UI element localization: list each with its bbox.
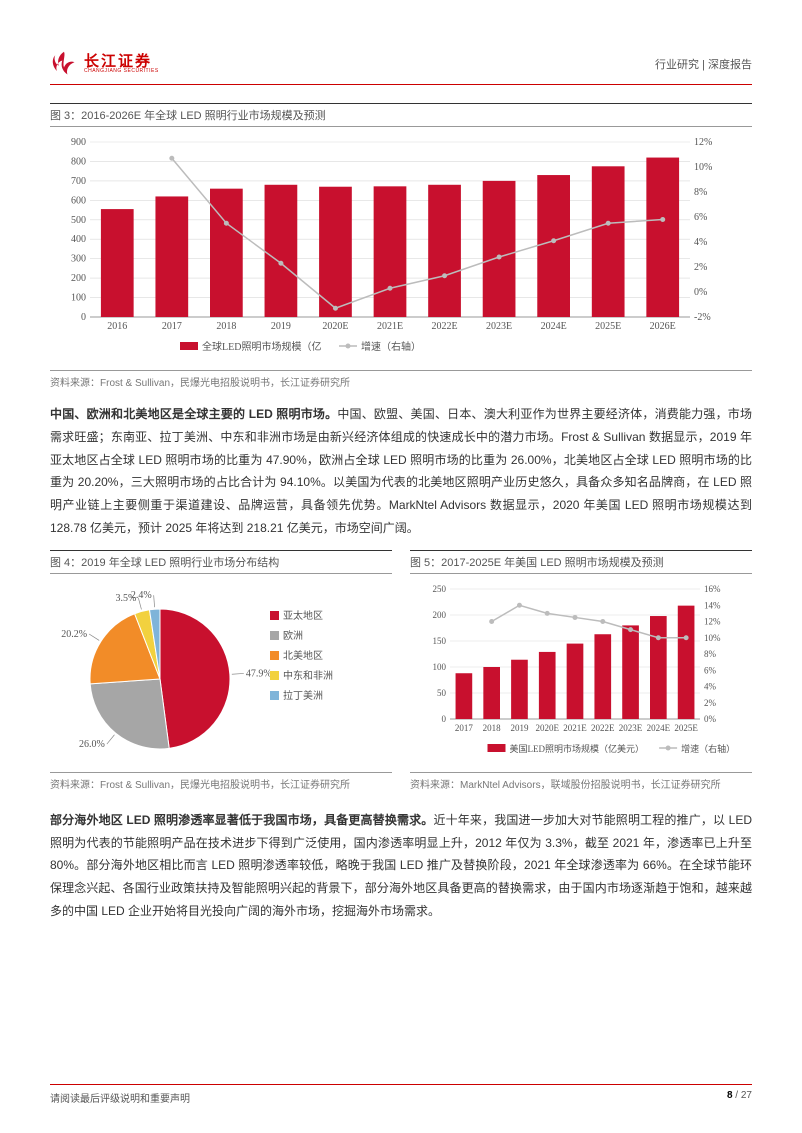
- paragraph-1: 中国、欧洲和北美地区是全球主要的 LED 照明市场。中国、欧盟、美国、日本、澳大…: [50, 403, 752, 540]
- svg-text:2020E: 2020E: [535, 723, 559, 733]
- page-number: 8 / 27: [727, 1090, 752, 1105]
- svg-text:中东和非洲: 中东和非洲: [283, 669, 333, 682]
- svg-text:26.0%: 26.0%: [79, 739, 105, 750]
- svg-text:2025E: 2025E: [674, 723, 698, 733]
- fig4-caption: 图 4：2019 年全球 LED 照明行业市场分布结构: [50, 550, 392, 574]
- svg-text:500: 500: [71, 215, 86, 226]
- svg-text:400: 400: [71, 234, 86, 245]
- svg-text:2023E: 2023E: [619, 723, 643, 733]
- svg-text:2%: 2%: [704, 698, 717, 708]
- svg-text:6%: 6%: [694, 212, 707, 223]
- svg-text:100: 100: [433, 662, 447, 672]
- svg-text:16%: 16%: [704, 584, 721, 594]
- para2-bold: 部分海外地区 LED 照明渗透率显著低于我国市场，具备更高替换需求。: [50, 813, 433, 827]
- svg-text:2018: 2018: [216, 321, 236, 332]
- svg-text:900: 900: [71, 137, 86, 148]
- svg-text:150: 150: [433, 636, 447, 646]
- svg-text:6%: 6%: [704, 665, 717, 675]
- svg-text:250: 250: [433, 584, 447, 594]
- footer-disclaimer: 请阅读最后评级说明和重要声明: [50, 1090, 190, 1105]
- svg-text:2%: 2%: [694, 262, 707, 273]
- svg-text:欧洲: 欧洲: [283, 630, 303, 642]
- svg-text:2022E: 2022E: [591, 723, 615, 733]
- svg-text:10%: 10%: [694, 162, 712, 173]
- svg-text:12%: 12%: [704, 616, 721, 626]
- svg-text:14%: 14%: [704, 600, 721, 610]
- svg-text:2018: 2018: [483, 723, 502, 733]
- svg-text:4%: 4%: [694, 237, 707, 248]
- svg-text:2022E: 2022E: [431, 321, 457, 332]
- svg-text:0%: 0%: [704, 714, 717, 724]
- svg-text:0: 0: [442, 714, 447, 724]
- svg-text:2020E: 2020E: [322, 321, 348, 332]
- page-footer: 请阅读最后评级说明和重要声明 8 / 27: [50, 1084, 752, 1105]
- svg-text:全球LED照明市场规模（亿: 全球LED照明市场规模（亿: [202, 340, 321, 353]
- svg-text:2016: 2016: [107, 321, 127, 332]
- svg-text:200: 200: [433, 610, 447, 620]
- svg-text:亚太地区: 亚太地区: [283, 609, 323, 622]
- svg-text:增速（右轴）: 增速（右轴）: [361, 340, 421, 353]
- fig4-chart: 47.9%26.0%20.2%3.5%2.4%亚太地区欧洲北美地区中东和非洲拉丁…: [50, 579, 392, 767]
- svg-text:2.4%: 2.4%: [131, 590, 152, 601]
- fig3-caption: 图 3：2016-2026E 年全球 LED 照明行业市场规模及预测: [50, 103, 752, 127]
- fig4-source: 资料来源：Frost & Sullivan，民爆光电招股说明书，长江证券研究所: [50, 772, 392, 791]
- svg-text:300: 300: [71, 254, 86, 265]
- svg-text:600: 600: [71, 195, 86, 206]
- svg-text:0%: 0%: [694, 287, 707, 298]
- svg-text:10%: 10%: [704, 633, 721, 643]
- logo-text-cn: 长江证券: [84, 54, 159, 69]
- fig5-caption: 图 5：2017-2025E 年美国 LED 照明市场规模及预测: [410, 550, 752, 574]
- svg-text:700: 700: [71, 176, 86, 187]
- svg-text:2025E: 2025E: [595, 321, 621, 332]
- page-header: 长江证券 CHANGJIANG SECURITIES 行业研究 | 深度报告: [50, 50, 752, 85]
- svg-text:20.2%: 20.2%: [61, 629, 87, 640]
- paragraph-2: 部分海外地区 LED 照明渗透率显著低于我国市场，具备更高替换需求。近十年来，我…: [50, 809, 752, 923]
- svg-text:800: 800: [71, 156, 86, 167]
- fig3-source: 资料来源：Frost & Sullivan，民爆光电招股说明书，长江证券研究所: [50, 370, 752, 389]
- svg-text:2017: 2017: [455, 723, 474, 733]
- svg-text:0: 0: [81, 312, 86, 323]
- svg-text:2024E: 2024E: [541, 321, 567, 332]
- svg-text:4%: 4%: [704, 681, 717, 691]
- fig3-chart: 0 100 200 300 400 500 600 700 800 900 -2% 0% 2% 4% 6% 8…: [50, 132, 752, 365]
- svg-text:2021E: 2021E: [563, 723, 587, 733]
- svg-text:-2%: -2%: [694, 312, 711, 323]
- para1-bold: 中国、欧洲和北美地区是全球主要的 LED 照明市场。: [50, 407, 337, 421]
- svg-text:拉丁美洲: 拉丁美洲: [283, 689, 323, 702]
- fig5-chart: 0 50 100 150 200 250 0% 2% 4% 6% 8% 10% 12% 14% 16% 201…: [410, 579, 752, 767]
- logo-text-en: CHANGJIANG SECURITIES: [84, 69, 159, 74]
- svg-text:2021E: 2021E: [377, 321, 403, 332]
- svg-text:北美地区: 北美地区: [283, 649, 323, 662]
- svg-text:50: 50: [437, 688, 447, 698]
- phoenix-icon: [50, 50, 78, 78]
- svg-text:47.9%: 47.9%: [246, 668, 272, 679]
- svg-text:2024E: 2024E: [647, 723, 671, 733]
- svg-text:2019: 2019: [271, 321, 291, 332]
- para1-text: 中国、欧盟、美国、日本、澳大利亚作为世界主要经济体，消费能力强，市场需求旺盛；东…: [50, 407, 752, 535]
- logo: 长江证券 CHANGJIANG SECURITIES: [50, 50, 159, 78]
- svg-text:2019: 2019: [510, 723, 529, 733]
- svg-text:200: 200: [71, 273, 86, 284]
- svg-text:2023E: 2023E: [486, 321, 512, 332]
- svg-text:100: 100: [71, 293, 86, 304]
- svg-text:增速（右轴）: 增速（右轴）: [681, 743, 735, 754]
- fig5-source: 资料来源：MarkNtel Advisors，联域股份招股说明书，长江证券研究所: [410, 772, 752, 791]
- svg-text:8%: 8%: [704, 649, 717, 659]
- svg-text:2026E: 2026E: [650, 321, 676, 332]
- svg-text:美国LED照明市场规模（亿美元）: 美国LED照明市场规模（亿美元）: [510, 743, 645, 754]
- svg-text:2017: 2017: [162, 321, 182, 332]
- header-category: 行业研究 | 深度报告: [655, 56, 752, 72]
- svg-text:12%: 12%: [694, 137, 712, 148]
- para2-text: 近十年来，我国进一步加大对节能照明工程的推广，以 LED 照明为代表的节能照明产…: [50, 813, 752, 918]
- svg-text:8%: 8%: [694, 187, 707, 198]
